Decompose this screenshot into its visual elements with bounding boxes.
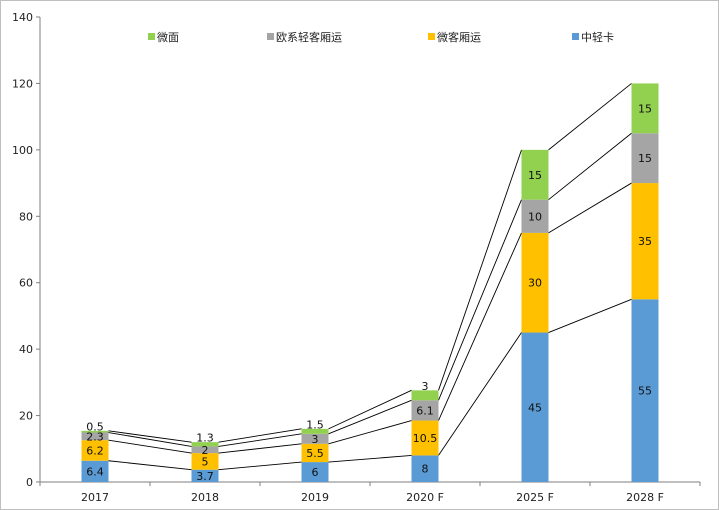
series-line-欧系轻客厢运: [548, 132, 632, 201]
series-line-欧系轻客厢运: [218, 433, 302, 447]
legend-label: 微面: [157, 30, 179, 44]
series-line-欧系轻客厢运: [108, 432, 192, 447]
data-label: 8: [422, 463, 429, 476]
connector-lines: [108, 83, 632, 471]
bar-segment: [301, 462, 329, 482]
series-line-中轻卡: [548, 298, 632, 333]
bar-segment: [631, 183, 659, 300]
legend-swatch: [148, 33, 155, 40]
data-label: 6.4: [86, 465, 104, 478]
legend-swatch: [428, 33, 435, 40]
series-line-欧系轻客厢运: [438, 199, 522, 401]
series-line-微面: [438, 149, 522, 391]
series-line-微客厢运: [548, 182, 632, 234]
data-label: 5.5: [306, 447, 324, 460]
bar-segment: [191, 469, 219, 482]
series-line-微客厢运: [438, 232, 522, 421]
series-line-微客厢运: [218, 443, 302, 454]
data-label: 30: [528, 277, 542, 290]
data-label: 15: [638, 102, 652, 115]
data-label: 10.5: [413, 432, 438, 445]
bar-segment: [301, 443, 329, 463]
data-label: 3: [312, 433, 319, 446]
x-tick-label: 2025 F: [516, 491, 554, 504]
bar-segment: [411, 390, 439, 401]
data-label: 6.1: [416, 404, 434, 417]
bar-segment: [301, 428, 329, 434]
x-tick-label: 2018: [191, 491, 219, 504]
bar-segment: [411, 420, 439, 456]
x-tick-label: 2028 F: [626, 491, 664, 504]
y-tick-label: 120: [12, 77, 33, 90]
series-line-微面: [108, 430, 192, 443]
data-label: 0.5: [86, 420, 104, 433]
data-label: 35: [638, 235, 652, 248]
bar-segment: [521, 332, 549, 482]
data-label: 5: [202, 455, 209, 468]
data-label: 2: [202, 444, 209, 457]
x-tick-label: 2020 F: [406, 491, 444, 504]
data-label: 55: [638, 385, 652, 398]
series-line-中轻卡: [218, 461, 302, 471]
bar-segment: [521, 199, 549, 233]
data-label: 3.7: [196, 470, 214, 483]
series-line-微客厢运: [328, 420, 412, 445]
legend-swatch: [572, 33, 579, 40]
data-label: 2.3: [86, 430, 104, 443]
x-tick-label: 2019: [301, 491, 329, 504]
data-label: 3: [422, 380, 429, 393]
y-tick-label: 100: [12, 144, 33, 157]
bar-segment: [81, 430, 109, 433]
legend-swatch: [267, 33, 274, 40]
series-line-中轻卡: [438, 332, 522, 456]
data-label: 1.3: [196, 432, 214, 445]
data-labels: 6.4 3.7 6 8 45 55 6.2 5 5.5 10.5 30 35 2.3 2 3 6.1 10 15 0…: [86, 102, 652, 483]
axes: 0 20 40 60 80 100 120 140 2017 2018 2019 2020 F 2025…: [12, 11, 701, 504]
bar-segment: [411, 400, 439, 421]
bar-segment: [191, 446, 219, 454]
bar-segment: [521, 149, 549, 200]
series-line-微面: [218, 428, 302, 443]
bar-segment: [81, 432, 109, 441]
legend-label: 中轻卡: [581, 30, 614, 44]
bar-segment: [301, 433, 329, 444]
data-label: 6: [312, 466, 319, 479]
data-label: 15: [528, 169, 542, 182]
bar-segment: [191, 442, 219, 447]
bar-segment: [631, 83, 659, 134]
series-line-中轻卡: [108, 460, 192, 471]
y-tick-label: 0: [26, 476, 33, 489]
data-label: 6.2: [86, 444, 104, 457]
series-line-微客厢运: [108, 439, 192, 454]
bar-segment: [521, 232, 549, 333]
data-label: 15: [638, 152, 652, 165]
legend-label: 微客厢运: [437, 30, 481, 44]
y-tick-label: 20: [19, 410, 33, 423]
bars: [81, 83, 659, 482]
series-line-微面: [328, 389, 412, 430]
legend: 微面 欧系轻客厢运 微客厢运 中轻卡: [148, 30, 614, 44]
data-label: 45: [528, 401, 542, 414]
bar-segment: [411, 455, 439, 482]
y-tick-label: 60: [19, 277, 33, 290]
bar-segment: [631, 133, 659, 184]
y-tick-label: 40: [19, 343, 33, 356]
bar-segment: [191, 453, 219, 470]
data-label: 10: [528, 210, 542, 223]
series-line-微面: [548, 83, 632, 151]
series-line-中轻卡: [328, 454, 412, 463]
y-tick-label: 140: [12, 11, 33, 24]
data-label: 1.5: [306, 418, 324, 431]
y-tick-label: 80: [19, 210, 33, 223]
bar-segment: [81, 440, 109, 461]
series-line-欧系轻客厢运: [328, 399, 412, 435]
bar-segment: [81, 460, 109, 482]
legend-label: 欧系轻客厢运: [276, 30, 342, 44]
bar-segment: [631, 299, 659, 482]
x-tick-label: 2017: [81, 491, 109, 504]
